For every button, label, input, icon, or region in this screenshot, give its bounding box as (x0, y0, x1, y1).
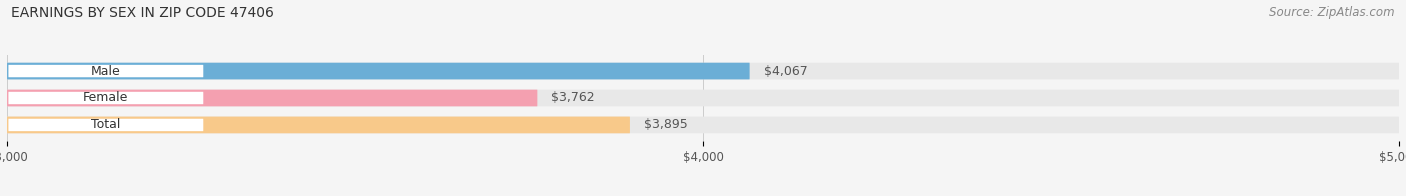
FancyBboxPatch shape (8, 119, 204, 131)
Text: Female: Female (83, 92, 128, 104)
Text: $3,895: $3,895 (644, 118, 688, 132)
FancyBboxPatch shape (7, 117, 630, 133)
FancyBboxPatch shape (8, 92, 204, 104)
Text: EARNINGS BY SEX IN ZIP CODE 47406: EARNINGS BY SEX IN ZIP CODE 47406 (11, 6, 274, 20)
FancyBboxPatch shape (7, 90, 1399, 106)
FancyBboxPatch shape (7, 63, 749, 79)
FancyBboxPatch shape (7, 90, 537, 106)
Text: Total: Total (91, 118, 121, 132)
FancyBboxPatch shape (7, 117, 1399, 133)
FancyBboxPatch shape (8, 65, 204, 77)
Text: $4,067: $4,067 (763, 64, 807, 78)
Text: $3,762: $3,762 (551, 92, 595, 104)
Text: Source: ZipAtlas.com: Source: ZipAtlas.com (1270, 6, 1395, 19)
Text: Male: Male (91, 64, 121, 78)
FancyBboxPatch shape (7, 63, 1399, 79)
